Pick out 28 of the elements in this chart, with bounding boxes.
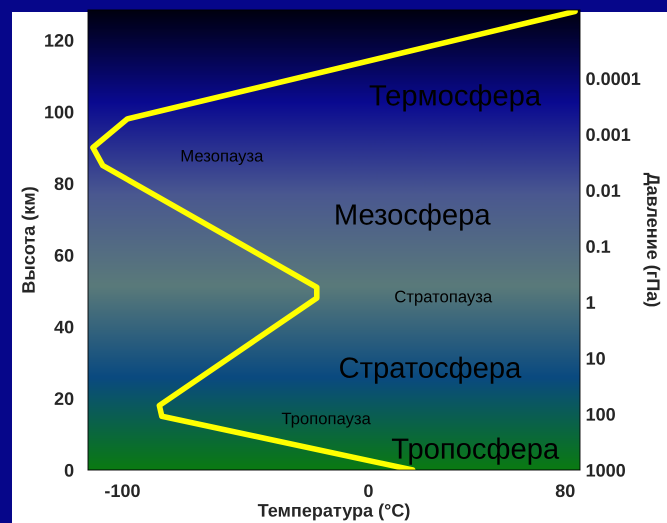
y-tick-label: 40: [54, 320, 74, 334]
y2-axis-title: Давление (гПа): [643, 172, 660, 306]
y-tick-label: 0: [64, 464, 74, 477]
y-tick-label: 80: [54, 177, 74, 190]
y2-tick-label: 0.0001: [586, 72, 640, 86]
annotation: Мезосфера: [336, 203, 491, 231]
annotation: Стратопауза: [395, 290, 492, 306]
x-tick-label: 0: [364, 484, 373, 498]
x-tick-label: -100: [105, 484, 140, 498]
annotation: Тропосфера: [392, 438, 560, 465]
annotation: Тропопауза: [282, 412, 371, 428]
y-tick-label: 60: [54, 248, 74, 262]
y2-tick-label: 1000: [586, 464, 625, 477]
y-tick-label: 120: [45, 34, 74, 47]
y2-tick-label: 100: [586, 408, 615, 421]
annotation: Мезопауза: [182, 150, 264, 165]
y2-tick-label: 10: [586, 352, 605, 365]
y2-tick-label: 0.1: [586, 240, 610, 253]
y-tick-label: 20: [54, 392, 74, 406]
x-axis-title: Температура (°C): [258, 504, 410, 520]
x-tick-label: 80: [556, 484, 575, 498]
y-axis-title: Высота (км): [22, 187, 38, 292]
y-tick-label: 100: [45, 106, 74, 118]
y2-tick-label: 1: [586, 296, 596, 309]
y2-tick-label: 0.001: [586, 128, 630, 142]
y2-tick-label: 0.01: [586, 184, 620, 197]
annotation: Термосфера: [370, 84, 542, 112]
annotation: Стратосфера: [340, 356, 522, 384]
